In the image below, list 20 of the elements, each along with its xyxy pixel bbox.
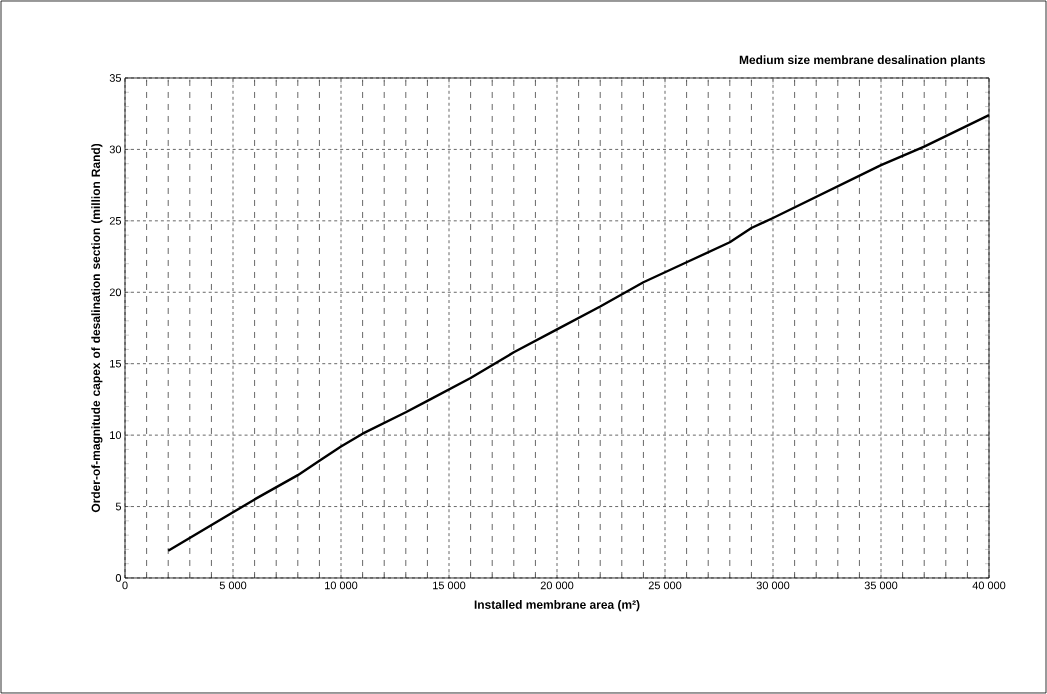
x-tick-label: 5 000 xyxy=(219,581,247,590)
x-tick-label: 30 000 xyxy=(756,581,790,590)
x-tick-label: 25 000 xyxy=(648,581,682,590)
chart-title: Medium size membrane desalination plants xyxy=(739,55,985,67)
y-tick-label: 20 xyxy=(109,288,122,297)
x-tick-label: 40 000 xyxy=(972,581,1006,590)
x-tick-label: 15 000 xyxy=(433,581,466,590)
y-axis-title: Order-of-magnitude capex of desalination section (million Rand) xyxy=(91,143,103,513)
y-tick-label: 25 xyxy=(109,216,122,225)
x-tick-label: 20 000 xyxy=(540,581,574,590)
y-tick-label: 15 xyxy=(110,359,122,368)
y-tick-label: 35 xyxy=(109,74,122,82)
x-tick-label: 0 xyxy=(122,581,128,590)
x-tick-label: 10 000 xyxy=(325,581,358,590)
y-tick-label: 0 xyxy=(115,574,122,582)
y-tick-label: 10 xyxy=(110,431,122,440)
y-tick-label: 5 xyxy=(115,502,122,511)
y-tick-label: 30 xyxy=(109,145,122,154)
x-tick-label: 35 000 xyxy=(864,581,898,590)
x-axis-title: Installed membrane area (m²) xyxy=(474,600,640,612)
